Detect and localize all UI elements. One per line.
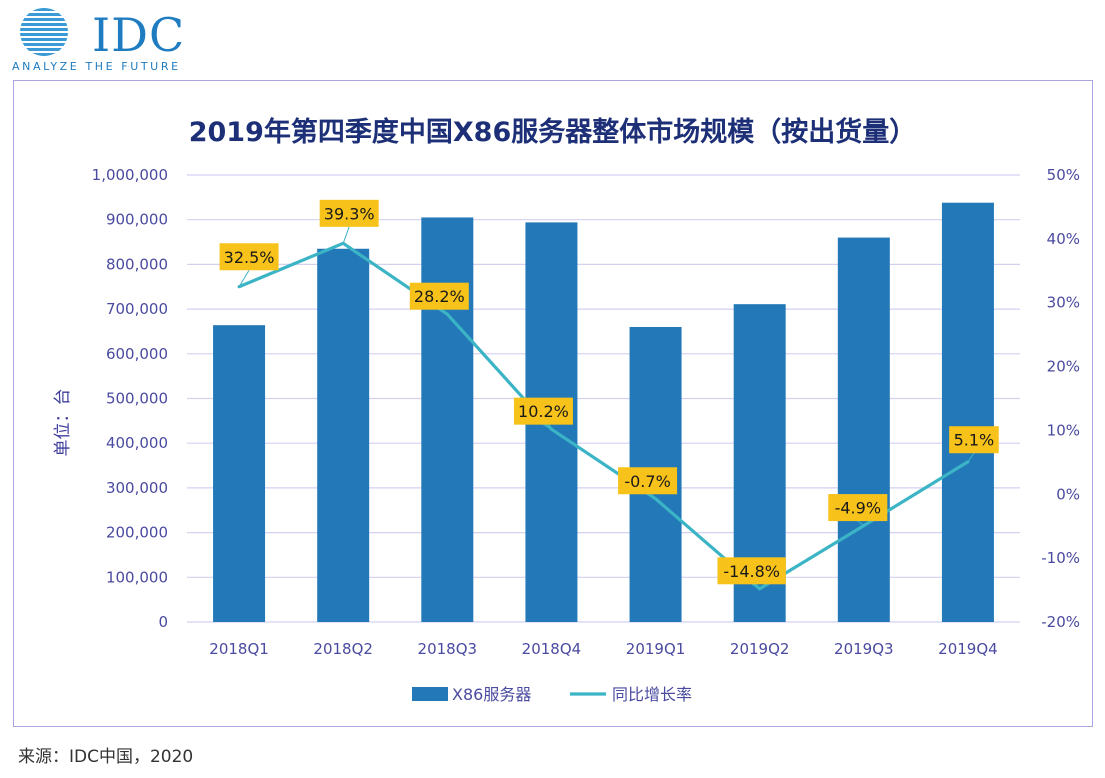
data-label-leader bbox=[857, 520, 865, 526]
y-tick-label: 900,000 bbox=[106, 211, 168, 229]
legend: X86服务器 同比增长率 bbox=[412, 685, 692, 704]
data-label: -4.9% bbox=[835, 499, 881, 518]
y-tick-label: 1,000,000 bbox=[92, 166, 168, 184]
logo-brand: IDC bbox=[92, 8, 186, 62]
data-label-leader bbox=[342, 226, 350, 244]
data-label-box bbox=[618, 467, 678, 495]
chart-title: 2019年第四季度中国X86服务器整体市场规模（按出货量） bbox=[188, 117, 917, 148]
data-label: 10.2% bbox=[518, 402, 569, 421]
data-label: -0.7% bbox=[624, 472, 670, 491]
data-label-leader bbox=[238, 269, 250, 288]
growth-line bbox=[238, 241, 969, 591]
data-label-leader bbox=[543, 424, 552, 430]
y2-tick-label: 10% bbox=[1047, 421, 1080, 439]
data-label: 32.5% bbox=[224, 248, 275, 267]
x-tick-label: 2019Q4 bbox=[938, 640, 998, 658]
legend-bar-label: X86服务器 bbox=[452, 685, 531, 704]
data-label-box bbox=[717, 557, 786, 585]
data-label-box bbox=[319, 199, 379, 227]
x-tick-label: 2018Q4 bbox=[522, 640, 582, 658]
y-tick-label: 100,000 bbox=[106, 568, 168, 586]
legend-line-label: 同比增长率 bbox=[612, 685, 692, 704]
data-label-box bbox=[949, 426, 999, 454]
y2-tick-label: -20% bbox=[1041, 613, 1080, 631]
data-label-box bbox=[513, 397, 573, 425]
data-label: 5.1% bbox=[954, 431, 995, 450]
data-label: -14.8% bbox=[723, 562, 780, 581]
y-tick-label: 200,000 bbox=[106, 524, 168, 542]
data-label-leader bbox=[647, 493, 656, 500]
data-label: 28.2% bbox=[414, 287, 465, 306]
y-tick-label: 600,000 bbox=[106, 345, 168, 363]
data-label-box bbox=[828, 494, 888, 522]
axes: 0 100,000 200,000 300,000 400,000 500,000 600,… bbox=[53, 166, 1080, 658]
y2-tick-label: 20% bbox=[1047, 358, 1080, 376]
gridlines bbox=[187, 174, 1020, 623]
y-axis-title: 单位：台 bbox=[53, 389, 73, 457]
data-label-leader bbox=[751, 583, 760, 590]
logo-tagline: ANALYZE THE FUTURE bbox=[12, 60, 181, 73]
x-tick-label: 2018Q1 bbox=[209, 640, 269, 658]
y-tick-label: 0 bbox=[158, 613, 168, 631]
x-tick-label: 2018Q2 bbox=[313, 640, 373, 658]
data-label-leader bbox=[967, 452, 975, 463]
bar bbox=[421, 217, 474, 622]
bar bbox=[213, 325, 266, 622]
bar-series bbox=[213, 202, 994, 623]
y2-tick-label: -10% bbox=[1041, 549, 1080, 567]
data-labels: 32.5% 39.3% 28.2% 10.2% -0.7% -14.8% -4.9% 5.1% bbox=[219, 199, 999, 590]
globe-icon bbox=[20, 8, 68, 56]
x-tick-label: 2019Q1 bbox=[626, 640, 686, 658]
y2-tick-label: 40% bbox=[1047, 230, 1080, 248]
bar bbox=[837, 237, 890, 622]
y-tick-label: 800,000 bbox=[106, 255, 168, 273]
x-tick-label: 2019Q2 bbox=[730, 640, 790, 658]
y-tick-label: 700,000 bbox=[106, 300, 168, 318]
y2-tick-label: 0% bbox=[1056, 485, 1080, 503]
data-label-box bbox=[219, 243, 279, 271]
legend-bar-swatch bbox=[412, 687, 448, 701]
y-tick-label: 300,000 bbox=[106, 479, 168, 497]
idc-logo: IDC ANALYZE THE FUTURE bbox=[8, 6, 198, 76]
bar bbox=[317, 248, 370, 622]
data-label-leader bbox=[439, 309, 448, 315]
y-tick-label: 400,000 bbox=[106, 434, 168, 452]
source-note: 来源：IDC中国，2020 bbox=[18, 747, 194, 767]
data-label-box bbox=[409, 282, 469, 310]
x-tick-label: 2019Q3 bbox=[834, 640, 894, 658]
y2-tick-label: 30% bbox=[1047, 294, 1080, 312]
bar bbox=[941, 202, 994, 623]
data-label: 39.3% bbox=[324, 204, 375, 223]
y2-tick-label: 50% bbox=[1047, 166, 1080, 184]
y-tick-label: 500,000 bbox=[106, 390, 168, 408]
x-tick-label: 2018Q3 bbox=[418, 640, 478, 658]
